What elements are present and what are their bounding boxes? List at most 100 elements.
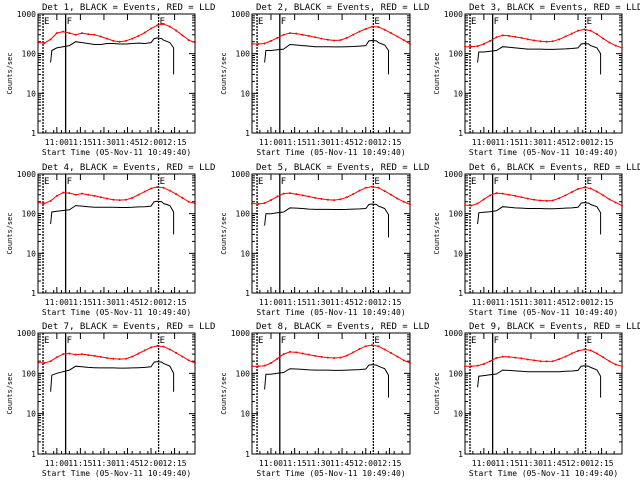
lld-data-point [333,39,336,42]
time-marker-label: E [587,17,592,27]
lld-data-point [181,196,184,199]
lld-data-point [602,194,605,197]
y-axis-label: Counts/sec [433,372,441,414]
lld-series-line [465,348,623,367]
lld-data-point [621,46,623,49]
lld-data-point [257,203,260,206]
lld-data-point [194,362,196,365]
lld-data-point [583,186,586,189]
lld-data-point [526,197,529,200]
lld-data-point [118,358,121,361]
y-tick-label: 10 [240,410,250,419]
events-series-line [50,200,175,235]
x-tick-label: 11:15 [283,459,307,468]
time-marker-label: F [281,336,286,346]
x-tick-label: 11:30 [92,138,116,147]
lld-data-point [93,194,96,197]
lld-data-point [156,344,159,347]
time-marker-label: E [160,177,165,187]
lld-data-point [49,38,52,41]
lld-series-line [464,186,623,207]
lld-data-point [583,28,586,31]
lld-data-point [514,194,517,197]
lld-data-point [470,204,473,207]
y-tick-label: 10 [240,249,250,258]
lld-data-point [352,351,355,354]
lld-data-point [68,32,71,35]
y-tick-label: 100 [449,369,464,378]
lld-data-point [501,192,504,195]
lld-data-point [377,345,380,348]
lld-data-point [396,197,399,200]
lld-data-point [501,34,504,37]
lld-data-point [99,35,102,38]
lld-data-point [168,25,171,28]
lld-data-point [482,198,485,201]
lld-data-point [55,194,58,197]
lld-data-point [558,38,561,41]
lld-series-line [37,23,196,44]
lld-data-point [621,365,623,368]
lld-data-point [589,349,592,352]
lld-data-point [482,43,485,46]
lld-data-point [288,32,291,35]
time-marker-label: E [471,336,476,346]
lld-data-point [175,29,178,32]
lld-data-point [80,192,83,195]
x-tick-label: 11:15 [495,459,519,468]
lld-data-point [37,201,39,204]
y-tick-label: 10 [26,410,36,419]
time-marker-label: E [587,177,592,187]
lld-data-point [87,33,90,36]
lld-data-point [495,356,498,359]
lld-data-point [539,360,542,363]
x-tick-label: 11:15 [495,298,519,307]
y-axis-label: Counts/sec [433,212,441,254]
lld-data-point [74,353,77,356]
lld-data-point [74,193,77,196]
y-tick-label: 10 [26,89,36,98]
lld-data-point [137,352,140,355]
y-axis-label: Counts/sec [6,372,14,414]
plot-frame [251,332,411,455]
lld-data-point [93,354,96,357]
lld-data-point [539,40,542,43]
lld-data-point [383,190,386,193]
y-tick-label: 1000 [17,10,36,19]
lld-data-point [263,42,266,45]
lld-data-point [339,198,342,201]
x-axis-label: Start Time (05-Nov-11 10:49:40) [256,148,405,157]
lld-data-point [124,198,127,201]
lld-data-point [495,36,498,39]
lld-data-point [62,353,65,356]
time-marker-label: E [44,336,49,346]
plot-frame [251,13,411,134]
x-tick-label: 12:15 [163,298,187,307]
panel-det-1: Det 1, BLACK = Events, RED = LLD 1 10 100 10… [6,3,215,157]
lld-data-point [364,27,367,30]
lld-data-point [371,185,374,188]
lld-data-point [269,362,272,365]
panel-det-8: Det 8, BLACK = Events, RED = LLD 1 10 100 10… [220,322,429,478]
y-tick-label: 1 [458,129,463,138]
y-tick-label: 100 [236,369,251,378]
panel-det-6: Det 6, BLACK = Events, RED = LLD 1 10 100 10… [433,163,640,317]
lld-data-point [87,193,90,196]
x-axis-label: Start Time (05-Nov-11 10:49:40) [469,308,618,317]
lld-data-point [55,356,58,359]
panel-det-3: Det 3, BLACK = Events, RED = LLD 1 10 100 10… [433,3,640,157]
time-marker-label: E [471,17,476,27]
lld-data-point [602,356,605,359]
y-axis-label: Counts/sec [220,52,228,94]
x-tick-label: 11:45 [330,459,354,468]
lld-data-point [333,356,336,359]
x-tick-label: 11:45 [542,138,566,147]
lld-data-point [74,33,77,36]
lld-series-line [252,344,411,367]
lld-data-point [396,35,399,38]
lld-data-point [181,34,184,37]
lld-data-point [137,34,140,37]
lld-data-point [570,352,573,355]
y-tick-label: 100 [449,50,464,59]
